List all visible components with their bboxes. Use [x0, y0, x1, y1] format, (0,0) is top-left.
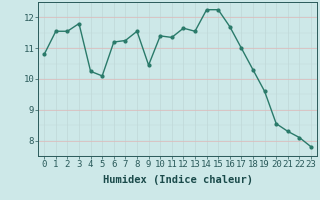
X-axis label: Humidex (Indice chaleur): Humidex (Indice chaleur) — [103, 175, 252, 185]
